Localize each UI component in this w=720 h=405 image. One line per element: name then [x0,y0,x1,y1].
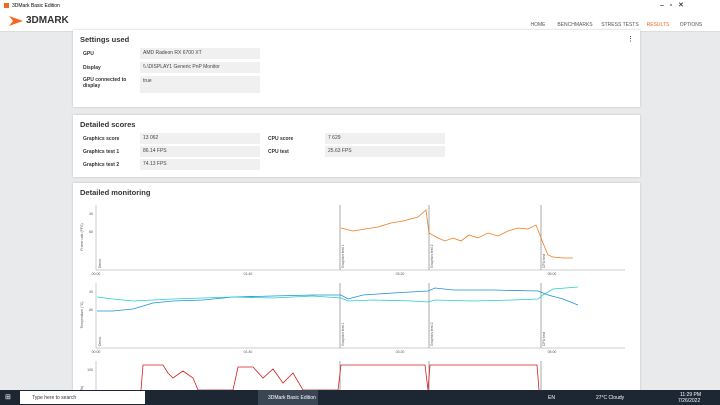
nav-item[interactable]: RESULTS [646,22,670,28]
panel-title: Detailed scores [80,120,136,129]
y-axis-label: Frame rate (FPS) [80,223,84,250]
temp-line-1 [97,287,579,312]
y-tick-label: 60 [89,308,93,312]
app-label: 3DMark Basic Edition [268,395,316,401]
start-button[interactable]: ⊞ [5,394,11,401]
score-label: Graphics score [83,136,120,142]
taskbar-app[interactable]: 3DMark Basic Edition [258,390,318,405]
score-value: 7 629 [325,133,445,144]
segment-label: Graphics test 1 [341,244,345,268]
fps-line [340,209,573,259]
menu[interactable]: ⋮ [627,36,634,43]
setting-label: Display [83,65,101,71]
panel-title: Detailed monitoring [80,188,151,197]
taskbar: ⊞ Type here to search 3DMark Basic Editi… [0,390,720,405]
score-label: Graphics test 1 [83,149,120,155]
score-value: 74.13 FPS [140,159,260,170]
x-tick-label: 01:40 [244,350,253,354]
load-line [140,364,540,390]
setting-value: true [140,76,260,93]
title-bar: 3DMark Basic Edition – ▫ ✕ [0,0,720,12]
search-box[interactable]: Type here to search [20,391,145,404]
y-axis-label: Temperature (°C) [80,302,84,329]
temp-line-2 [96,286,579,303]
x-tick-label: 03:20 [396,272,405,276]
segment-label: Demo [98,259,102,268]
x-tick-label: 00:00 [92,350,101,354]
setting-value: AMD Radeon RX 6700 XT [140,48,260,59]
panel-title: Settings used [80,35,130,44]
monitoring-charts: 100 Load (%) 05:00 03:20 01:40 00:00 CPU test G… [80,205,625,390]
clock-date[interactable]: 7/26/2022 [678,398,701,404]
logo-mark [9,16,23,26]
x-tick-label: 03:20 [396,350,405,354]
nav-item[interactable]: BENCHMARKS [557,22,593,28]
x-tick-label: 05:00 [548,272,557,276]
y-axis-label: Load (%) [80,386,84,390]
nav-item[interactable]: OPTIONS [679,22,703,28]
segment-label: Graphics test 2 [430,244,434,268]
setting-label: GPU connected to display [83,77,127,89]
settings-panel: Settings used ⋮ GPU AMD Radeon RX 6700 XT… [73,30,640,107]
scores-panel: Detailed scores Graphics score 13 062 Grap… [73,115,640,177]
lang[interactable]: EN [548,395,555,401]
nav-item[interactable]: STRESS TESTS [601,22,639,28]
segment-label: Graphics test 1 [341,322,345,346]
window-controls[interactable]: – ▫ ✕ [660,2,684,9]
y-tick-label: 100 [87,368,93,372]
search-text: Type here to search [32,395,77,401]
clock-time[interactable]: 11:29 PM [680,392,702,398]
setting-label: GPU [83,51,94,57]
score-label: Graphics test 2 [83,162,120,168]
score-value: 25.63 FPS [325,146,445,157]
score-label: CPU test [268,149,289,155]
logo: 3DMARK [26,15,69,26]
segment-label: CPU test [542,332,546,346]
segment-label: Demo [98,337,102,346]
weather[interactable]: 27°C Cloudy [596,395,625,401]
app-icon [4,3,9,8]
score-value: 86.14 FPS [140,146,260,157]
x-tick-label: 05:00 [548,350,557,354]
segment-label: CPU test [542,254,546,268]
score-value: 13 062 [140,133,260,144]
window-title: 3DMark Basic Edition [12,3,60,9]
y-tick-label: 40 [89,212,93,216]
monitoring-panel: Detailed monitoring 100 Load (%) 05:00 03:2… [73,183,640,390]
x-tick-label: 00:00 [92,272,101,276]
x-tick-label: 01:40 [244,272,253,276]
y-tick-label: 60 [89,230,93,234]
segment-label: Graphics test 2 [430,322,434,346]
y-tick-label: 40 [89,290,93,294]
score-label: CPU score [268,136,294,142]
setting-value: \\.\DISPLAY1 Generic PnP Monitor [140,62,260,73]
nav-item[interactable]: HOME [530,22,546,28]
